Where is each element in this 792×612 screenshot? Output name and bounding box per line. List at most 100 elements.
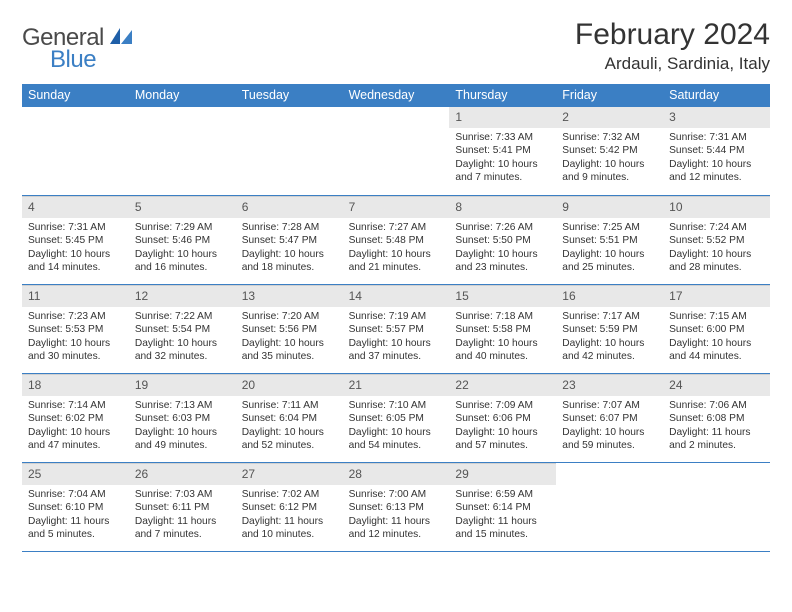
- day-body: Sunrise: 7:19 AMSunset: 5:57 PMDaylight:…: [343, 307, 450, 369]
- day-cell: [22, 107, 129, 195]
- day-number: 25: [22, 463, 129, 485]
- sunrise-text: Sunrise: 7:24 AM: [669, 221, 764, 234]
- day-cell: 10Sunrise: 7:24 AMSunset: 5:52 PMDayligh…: [663, 196, 770, 284]
- sunrise-text: Sunrise: 7:23 AM: [28, 310, 123, 323]
- day-number: 19: [129, 374, 236, 396]
- sunrise-text: Sunrise: 7:17 AM: [562, 310, 657, 323]
- daylight-text: Daylight: 10 hours and 30 minutes.: [28, 337, 123, 364]
- sunset-text: Sunset: 6:02 PM: [28, 412, 123, 425]
- brand-text-2: Blue: [50, 46, 96, 74]
- day-body: Sunrise: 7:29 AMSunset: 5:46 PMDaylight:…: [129, 218, 236, 280]
- location-label: Ardauli, Sardinia, Italy: [575, 54, 770, 74]
- daylight-text: Daylight: 11 hours and 12 minutes.: [349, 515, 444, 542]
- day-body: Sunrise: 7:09 AMSunset: 6:06 PMDaylight:…: [449, 396, 556, 458]
- sunset-text: Sunset: 5:56 PM: [242, 323, 337, 336]
- day-body: Sunrise: 7:28 AMSunset: 5:47 PMDaylight:…: [236, 218, 343, 280]
- day-number: 1: [449, 107, 556, 128]
- day-cell: 6Sunrise: 7:28 AMSunset: 5:47 PMDaylight…: [236, 196, 343, 284]
- weekday-label: Saturday: [663, 84, 770, 107]
- weekday-header: Sunday Monday Tuesday Wednesday Thursday…: [22, 84, 770, 107]
- week-row: 11Sunrise: 7:23 AMSunset: 5:53 PMDayligh…: [22, 285, 770, 374]
- week-row: 18 Sunrise: 7:14 AMSunset: 6:02 PM Dayligh…: [22, 374, 770, 463]
- sunrise-text: Sunrise: 7:32 AM: [562, 131, 657, 144]
- day-number: 4: [22, 196, 129, 218]
- day-number: 12: [129, 285, 236, 307]
- day-number: 2: [556, 107, 663, 128]
- day-number: 8: [449, 196, 556, 218]
- page-title: February 2024: [575, 18, 770, 52]
- daylight-text: Daylight: 10 hours and 14 minutes.: [28, 248, 123, 275]
- sunrise-text: Sunrise: 7:27 AM: [349, 221, 444, 234]
- sunset-text: Sunset: 6:05 PM: [349, 412, 444, 425]
- sunrise-text: Sunrise: 7:10 AM: [349, 399, 444, 412]
- weekday-label: Thursday: [449, 84, 556, 107]
- sunset-text: Sunset: 6:13 PM: [349, 501, 444, 514]
- daylight-text: Daylight: 10 hours and 32 minutes.: [135, 337, 230, 364]
- day-cell: 11Sunrise: 7:23 AMSunset: 5:53 PMDayligh…: [22, 285, 129, 373]
- daylight-text: Daylight: 11 hours and 10 minutes.: [242, 515, 337, 542]
- weekday-label: Monday: [129, 84, 236, 107]
- sunset-text: Sunset: 6:06 PM: [455, 412, 550, 425]
- day-number: 20: [236, 374, 343, 396]
- weeks-container: 1Sunrise: 7:33 AMSunset: 5:41 PMDaylight…: [22, 107, 770, 552]
- day-cell: 26Sunrise: 7:03 AMSunset: 6:11 PMDayligh…: [129, 463, 236, 551]
- sunrise-text: Sunrise: 7:22 AM: [135, 310, 230, 323]
- week-row: 25Sunrise: 7:04 AMSunset: 6:10 PMDayligh…: [22, 463, 770, 552]
- daylight-text: Daylight: 10 hours and 42 minutes.: [562, 337, 657, 364]
- sunrise-text: Sunrise: 7:31 AM: [28, 221, 123, 234]
- day-body: Sunrise: 7:22 AMSunset: 5:54 PMDaylight:…: [129, 307, 236, 369]
- title-block: February 2024 Ardauli, Sardinia, Italy: [575, 18, 770, 74]
- sunrise-text: Sunrise: 7:00 AM: [349, 488, 444, 501]
- day-cell: 13Sunrise: 7:20 AMSunset: 5:56 PMDayligh…: [236, 285, 343, 373]
- header: General Blue February 2024 Ardauli, Sard…: [22, 18, 770, 74]
- sunset-text: Sunset: 6:04 PM: [242, 412, 337, 425]
- sunrise-text: Sunrise: 7:14 AM: [28, 399, 123, 412]
- sunrise-text: Sunrise: 7:13 AM: [135, 399, 230, 412]
- day-body: Sunrise: 7:23 AMSunset: 5:53 PMDaylight:…: [22, 307, 129, 369]
- day-body: Sunrise: 7:24 AMSunset: 5:52 PMDaylight:…: [663, 218, 770, 280]
- daylight-text: Daylight: 10 hours and 37 minutes.: [349, 337, 444, 364]
- day-cell: 1Sunrise: 7:33 AMSunset: 5:41 PMDaylight…: [449, 107, 556, 195]
- day-number: 13: [236, 285, 343, 307]
- daylight-text: Daylight: 11 hours and 7 minutes.: [135, 515, 230, 542]
- sunset-text: Sunset: 5:45 PM: [28, 234, 123, 247]
- sunset-text: Sunset: 5:59 PM: [562, 323, 657, 336]
- sunset-text: Sunset: 6:07 PM: [562, 412, 657, 425]
- day-cell: 14Sunrise: 7:19 AMSunset: 5:57 PMDayligh…: [343, 285, 450, 373]
- sunrise-text: Sunrise: 7:09 AM: [455, 399, 550, 412]
- daylight-text: Daylight: 10 hours and 23 minutes.: [455, 248, 550, 275]
- day-cell: 23Sunrise: 7:07 AMSunset: 6:07 PMDayligh…: [556, 374, 663, 462]
- sunset-text: Sunset: 5:42 PM: [562, 144, 657, 157]
- daylight-text: Daylight: 11 hours and 15 minutes.: [455, 515, 550, 542]
- daylight-text: Daylight: 10 hours and 52 minutes.: [242, 426, 337, 453]
- day-cell: 8Sunrise: 7:26 AMSunset: 5:50 PMDaylight…: [449, 196, 556, 284]
- sunrise-text: Sunrise: 7:15 AM: [669, 310, 764, 323]
- sail-icon: [110, 28, 132, 46]
- daylight-text: Daylight: 10 hours and 59 minutes.: [562, 426, 657, 453]
- daylight-text: Daylight: 10 hours and 9 minutes.: [562, 158, 657, 185]
- sunset-text: Sunset: 5:44 PM: [669, 144, 764, 157]
- weekday-label: Friday: [556, 84, 663, 107]
- week-row: 1Sunrise: 7:33 AMSunset: 5:41 PMDaylight…: [22, 107, 770, 196]
- daylight-text: Daylight: 10 hours and 18 minutes.: [242, 248, 337, 275]
- sunset-text: Sunset: 6:03 PM: [135, 412, 230, 425]
- day-cell: 9Sunrise: 7:25 AMSunset: 5:51 PMDaylight…: [556, 196, 663, 284]
- day-cell: 15Sunrise: 7:18 AMSunset: 5:58 PMDayligh…: [449, 285, 556, 373]
- day-cell: [129, 107, 236, 195]
- daylight-text: Daylight: 10 hours and 25 minutes.: [562, 248, 657, 275]
- day-body: Sunrise: 7:33 AMSunset: 5:41 PMDaylight:…: [449, 128, 556, 190]
- day-number: 18: [22, 374, 129, 396]
- sunrise-text: Sunrise: 7:19 AM: [349, 310, 444, 323]
- sunrise-text: Sunrise: 7:29 AM: [135, 221, 230, 234]
- sunset-text: Sunset: 5:57 PM: [349, 323, 444, 336]
- day-body: Sunrise: 7:15 AMSunset: 6:00 PMDaylight:…: [663, 307, 770, 369]
- sunrise-text: Sunrise: 7:03 AM: [135, 488, 230, 501]
- sunrise-text: Sunrise: 7:07 AM: [562, 399, 657, 412]
- daylight-text: Daylight: 10 hours and 28 minutes.: [669, 248, 764, 275]
- day-cell: 28Sunrise: 7:00 AMSunset: 6:13 PMDayligh…: [343, 463, 450, 551]
- sunset-text: Sunset: 5:54 PM: [135, 323, 230, 336]
- day-number: 27: [236, 463, 343, 485]
- day-cell: 21Sunrise: 7:10 AMSunset: 6:05 PMDayligh…: [343, 374, 450, 462]
- day-number: 11: [22, 285, 129, 307]
- day-cell: 25Sunrise: 7:04 AMSunset: 6:10 PMDayligh…: [22, 463, 129, 551]
